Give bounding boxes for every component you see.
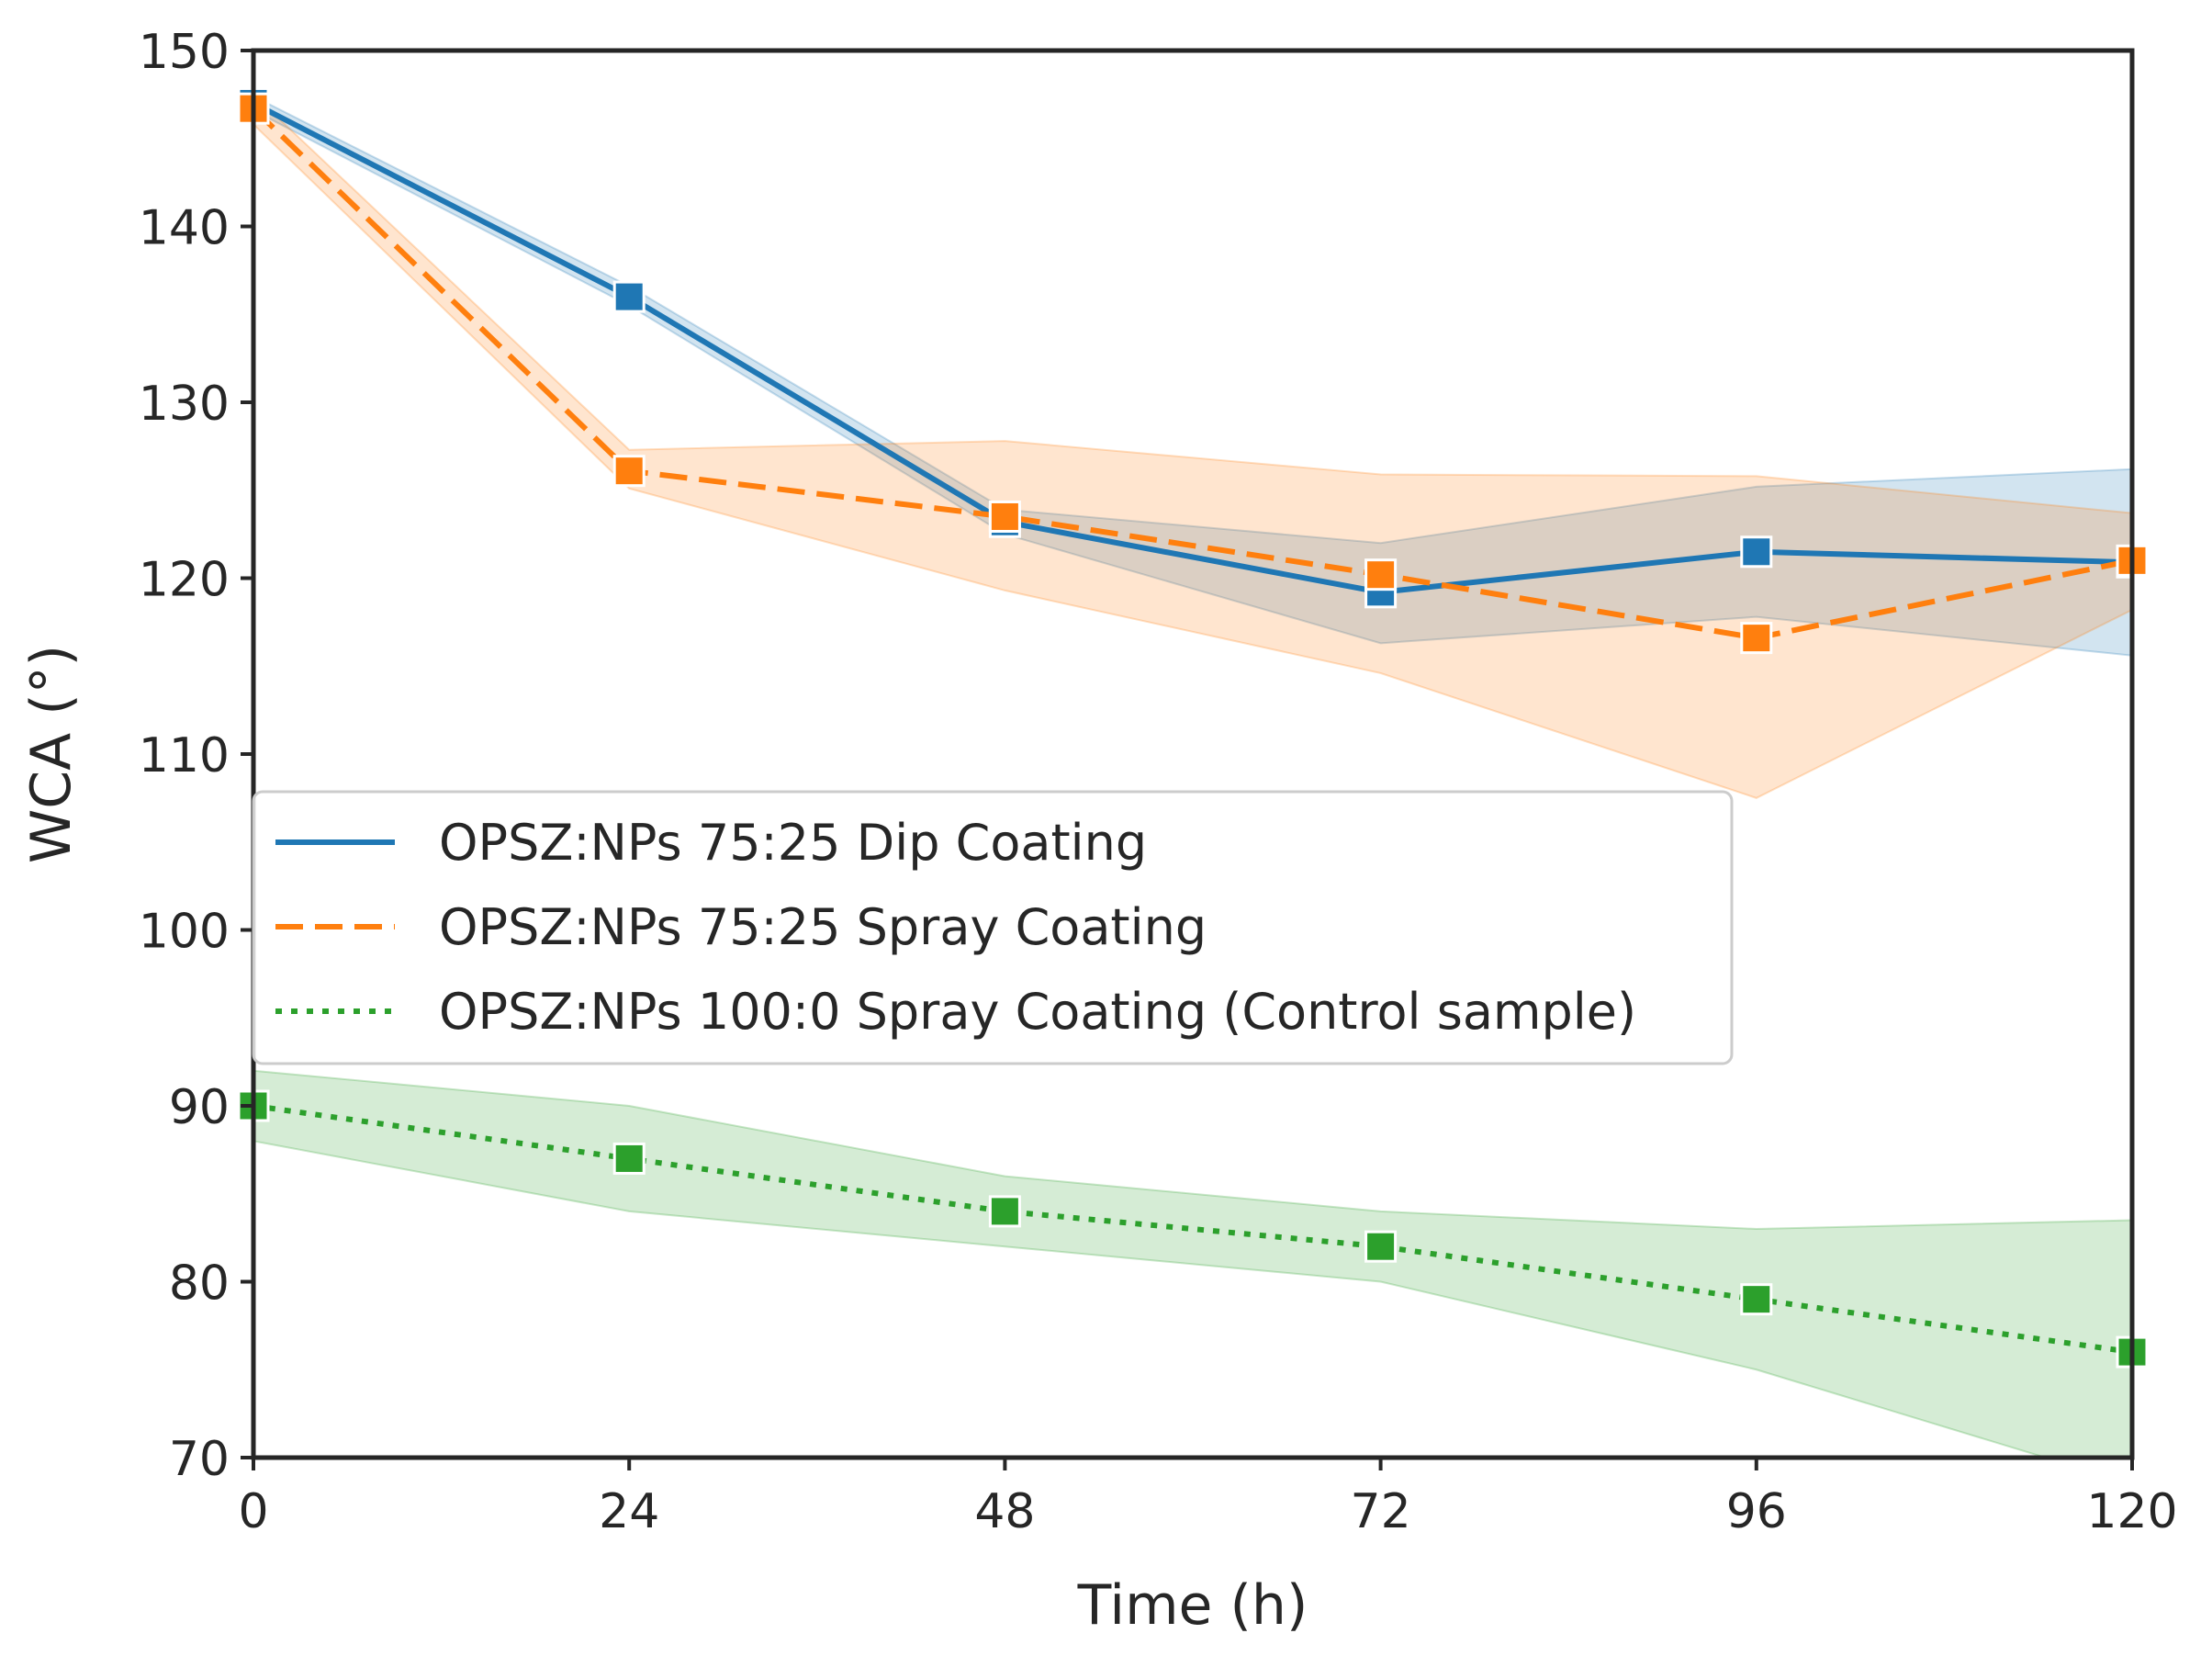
legend[interactable]: OPSZ:NPs 75:25 Dip Coating OPSZ:NPs 75:25… — [252, 790, 1734, 1065]
series-3-point — [612, 1142, 646, 1175]
x-tick-label: 48 — [974, 1484, 1035, 1539]
series-2-line — [253, 107, 2132, 641]
y-tick-label: 120 — [139, 553, 230, 608]
y-tick-label: 130 — [139, 377, 230, 432]
x-tick-label: 96 — [1726, 1484, 1787, 1539]
x-tick-label: 0 — [238, 1484, 268, 1539]
y-axis-ticks: 70 80 90 100 110 120 130 140 150 — [139, 25, 253, 1487]
legend-label-series-3: OPSZ:NPs 100:0 Spray Coating (Control sa… — [439, 983, 1636, 1041]
series-2-point — [1740, 622, 1773, 655]
series-3-line — [253, 1103, 2132, 1356]
series-3-point — [1740, 1283, 1773, 1316]
x-axis-title: Time (h) — [1077, 1573, 1308, 1638]
legend-label-series-2: OPSZ:NPs 75:25 Spray Coating — [439, 898, 1207, 956]
series-2-point — [988, 500, 1021, 533]
y-axis-title: WCA (°) — [19, 645, 84, 863]
series-2-point — [1364, 558, 1398, 591]
x-tick-label: 72 — [1351, 1484, 1411, 1539]
series-2-point — [612, 455, 646, 488]
series-1-point — [1740, 535, 1773, 569]
x-tick-label: 24 — [599, 1484, 659, 1539]
y-tick-label: 90 — [169, 1080, 230, 1135]
series-3-point — [988, 1195, 1021, 1228]
series-3-point — [1364, 1230, 1398, 1263]
legend-label-series-1: OPSZ:NPs 75:25 Dip Coating — [439, 814, 1147, 872]
series-lines — [253, 100, 2132, 1356]
y-tick-label: 70 — [169, 1432, 230, 1487]
series-3-ci-band — [253, 1069, 2132, 1458]
legend-box — [252, 790, 1734, 1065]
series-1-point — [612, 280, 646, 313]
y-tick-label: 100 — [139, 905, 230, 960]
x-tick-label: 120 — [2086, 1484, 2177, 1539]
confidence-bands — [253, 93, 2132, 1458]
y-tick-label: 110 — [139, 728, 230, 783]
y-tick-label: 150 — [139, 25, 230, 80]
y-tick-label: 80 — [169, 1256, 230, 1312]
series-2-ci-band — [253, 93, 2132, 799]
series-1-line — [253, 100, 2132, 595]
x-axis-ticks: 0 24 48 72 96 120 — [238, 1458, 2178, 1539]
y-tick-label: 140 — [139, 201, 230, 256]
